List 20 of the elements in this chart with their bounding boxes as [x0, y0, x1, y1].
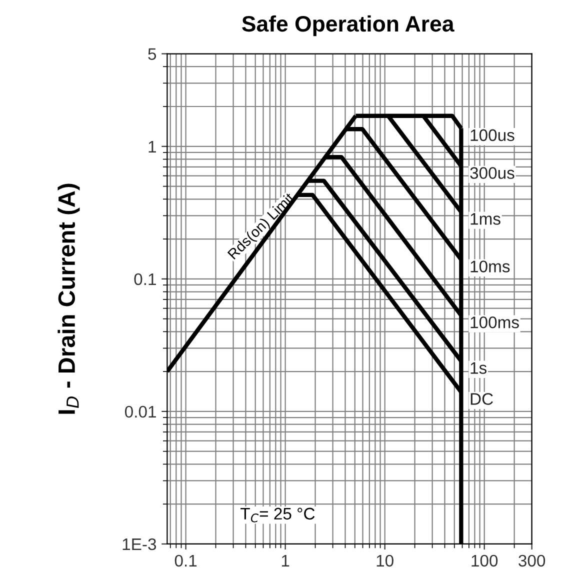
y-tick-label: 0.01 [124, 406, 156, 418]
series-label: 1ms [470, 213, 500, 225]
x-tick-label: 300 [518, 554, 546, 567]
series-label: 10ms [470, 260, 510, 272]
annotation: T$_{C}$= 25 °C [240, 508, 315, 522]
y-tick-label: 1 [148, 140, 156, 152]
series-label: 100ms [470, 316, 519, 328]
series-label: 100us [470, 129, 514, 142]
x-tick-label: 0.1 [174, 554, 197, 567]
series-label: DC [470, 393, 493, 405]
y-tick-label: 5 [148, 48, 156, 60]
series-label: 1s [470, 362, 487, 374]
y-axis-title: I$_{D}$ - Drain Current (A) [58, 184, 80, 414]
x-tick-label: 100 [472, 554, 498, 567]
y-tick-label: 0.1 [134, 273, 156, 286]
series-label: 300us [470, 167, 514, 179]
chart-title: Safe Operation Area [242, 15, 454, 36]
x-tick-label: 10 [376, 554, 394, 567]
x-tick-label: 1 [282, 555, 290, 566]
y-tick-label: 1E-3 [122, 538, 156, 550]
